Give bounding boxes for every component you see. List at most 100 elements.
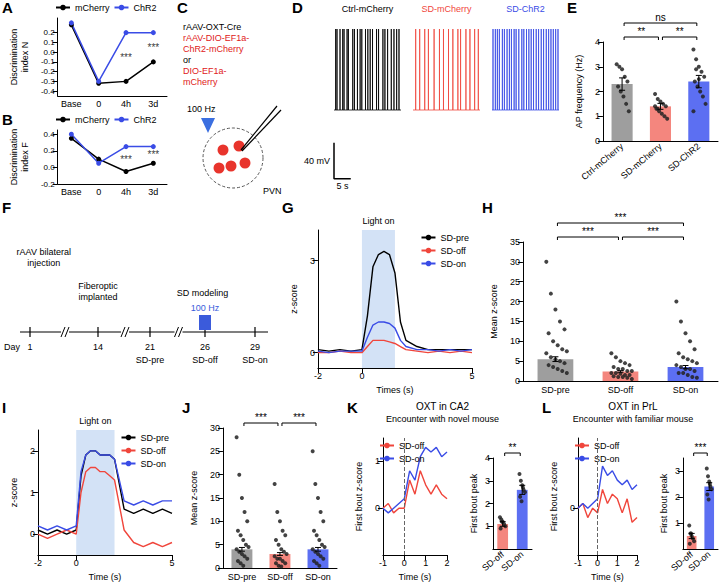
svg-text:-2: -2 <box>34 558 42 568</box>
svg-text:0.4: 0.4 <box>44 130 56 139</box>
svg-text:Light on: Light on <box>362 216 394 226</box>
svg-text:3: 3 <box>485 476 490 486</box>
svg-text:15: 15 <box>510 316 520 326</box>
svg-text:0.1: 0.1 <box>44 38 56 47</box>
svg-text:25: 25 <box>510 277 520 287</box>
svg-text:First bout z-score: First bout z-score <box>549 462 559 532</box>
svg-text:SD-ChR2: SD-ChR2 <box>666 141 702 173</box>
svg-text:0: 0 <box>74 558 79 568</box>
svg-text:40 mV: 40 mV <box>304 156 330 166</box>
svg-text:3d: 3d <box>148 187 158 197</box>
svg-text:-0.2: -0.2 <box>41 180 55 189</box>
svg-text:ChR2: ChR2 <box>134 115 157 125</box>
svg-text:4h: 4h <box>121 99 131 109</box>
svg-text:0: 0 <box>96 99 101 109</box>
svg-text:***: *** <box>293 412 305 423</box>
svg-text:***: *** <box>647 226 659 237</box>
svg-text:z-score: z-score <box>9 478 19 508</box>
svg-text:**: ** <box>676 26 684 37</box>
svg-text:First bout peak: First bout peak <box>659 473 669 533</box>
svg-text:4h: 4h <box>121 187 131 197</box>
svg-text:0: 0 <box>515 376 520 386</box>
svg-text:SD-pre: SD-pre <box>140 433 169 443</box>
svg-text:z-score: z-score <box>289 284 299 314</box>
svg-text:-1: -1 <box>379 558 387 568</box>
svg-text:SD-ChR2: SD-ChR2 <box>506 4 545 14</box>
svg-text:DIO-EF1a-: DIO-EF1a- <box>183 66 227 76</box>
svg-text:SD-mCherry: SD-mCherry <box>619 141 664 181</box>
svg-text:Light on: Light on <box>79 416 111 426</box>
svg-text:Time (s): Time (s) <box>89 572 122 582</box>
svg-text:SD-on: SD-on <box>499 549 525 573</box>
svg-text:0.2: 0.2 <box>44 146 56 155</box>
svg-text:2: 2 <box>444 558 449 568</box>
svg-text:0: 0 <box>30 529 35 539</box>
svg-text:-0.1: -0.1 <box>41 57 55 66</box>
svg-text:-2: -2 <box>314 371 322 381</box>
svg-text:***: *** <box>120 154 132 165</box>
svg-text:SD-off: SD-off <box>140 446 166 456</box>
svg-text:index F: index F <box>20 142 30 172</box>
svg-text:***: *** <box>120 52 132 63</box>
svg-text:29: 29 <box>250 342 260 352</box>
svg-text:30: 30 <box>510 257 520 267</box>
svg-text:3: 3 <box>310 256 315 266</box>
svg-text:15: 15 <box>210 493 220 503</box>
svg-text:0: 0 <box>96 187 101 197</box>
svg-text:SD-pre: SD-pre <box>136 355 165 365</box>
svg-text:0: 0 <box>359 371 364 381</box>
svg-text:Time (s): Time (s) <box>399 572 432 582</box>
svg-text:Discrimination: Discrimination <box>9 29 19 86</box>
svg-text:***: *** <box>255 412 267 423</box>
svg-text:SD-on: SD-on <box>686 549 712 573</box>
svg-text:5 s: 5 s <box>336 181 349 191</box>
svg-text:4: 4 <box>595 37 600 47</box>
svg-text:14: 14 <box>93 342 103 352</box>
svg-text:-1: -1 <box>574 558 582 568</box>
svg-text:SD-on: SD-on <box>440 259 466 269</box>
svg-text:Ctrl-mCherry: Ctrl-mCherry <box>579 141 625 182</box>
svg-text:ns: ns <box>655 12 666 23</box>
svg-text:100 Hz: 100 Hz <box>191 303 220 313</box>
svg-text:2: 2 <box>30 446 35 456</box>
svg-text:1: 1 <box>30 488 35 498</box>
svg-text:3: 3 <box>675 466 680 476</box>
svg-text:SD-off: SD-off <box>440 246 466 256</box>
svg-text:3d: 3d <box>148 99 158 109</box>
svg-text:30: 30 <box>210 423 220 433</box>
svg-text:2: 2 <box>675 492 680 502</box>
svg-text:21: 21 <box>145 342 155 352</box>
svg-text:2: 2 <box>485 499 490 509</box>
svg-text:SD-pre: SD-pre <box>440 233 469 243</box>
svg-text:SD-off: SD-off <box>399 441 425 451</box>
svg-text:25: 25 <box>210 446 220 456</box>
svg-text:5: 5 <box>469 371 474 381</box>
svg-text:SD-off: SD-off <box>192 355 218 365</box>
svg-text:20: 20 <box>210 470 220 480</box>
svg-text:mCherry: mCherry <box>183 77 218 87</box>
svg-text:AP frequency (Hz): AP frequency (Hz) <box>574 55 584 128</box>
svg-text:5: 5 <box>515 356 520 366</box>
svg-text:0: 0 <box>310 348 315 358</box>
svg-text:0: 0 <box>215 563 220 573</box>
svg-text:10: 10 <box>510 336 520 346</box>
svg-text:rAAV-OXT-Cre: rAAV-OXT-Cre <box>183 22 241 32</box>
svg-text:-0.3: -0.3 <box>41 77 55 86</box>
svg-text:SD-pre: SD-pre <box>541 385 570 395</box>
svg-text:1: 1 <box>615 558 620 568</box>
svg-text:ChR2-mCherry: ChR2-mCherry <box>183 44 244 54</box>
svg-text:***: *** <box>582 226 594 237</box>
svg-text:35: 35 <box>510 237 520 247</box>
svg-text:Discrimination: Discrimination <box>9 129 19 186</box>
svg-text:0.2: 0.2 <box>44 28 56 37</box>
svg-text:100 Hz: 100 Hz <box>187 104 216 114</box>
svg-text:2: 2 <box>634 558 639 568</box>
svg-text:0: 0 <box>570 503 575 513</box>
svg-text:SD-mCherry: SD-mCherry <box>421 4 472 14</box>
svg-text:First bout z-score: First bout z-score <box>354 462 364 532</box>
svg-text:5: 5 <box>169 558 174 568</box>
svg-text:0: 0 <box>402 558 407 568</box>
svg-text:SD-on: SD-on <box>242 355 268 365</box>
svg-text:0.0: 0.0 <box>44 163 56 172</box>
svg-text:0: 0 <box>595 136 600 146</box>
